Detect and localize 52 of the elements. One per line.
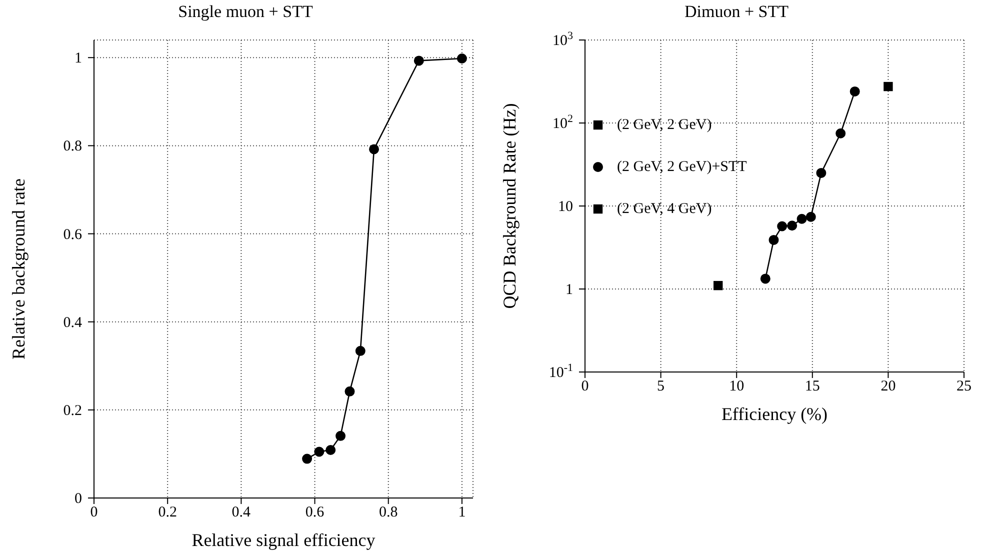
x-tick-label: 0.2 [158,504,177,521]
x-tick-label: 25 [956,378,972,395]
legend-label: (2 GeV, 4 GeV) [617,200,712,218]
point [326,445,336,455]
y-axis-title: Relative background rate [8,178,28,360]
point [806,212,816,222]
x-tick-label: 10 [729,378,744,395]
point [796,214,807,224]
point [850,86,860,96]
x-tick-label: 0 [90,504,98,521]
y-tick-label: 0.6 [63,226,82,243]
legend-label: (2 GeV, 2 GeV) [617,116,712,134]
point [355,346,366,356]
y-tick-label: 0.8 [63,138,82,155]
y-tick-label: 0.4 [63,314,82,331]
point [714,280,723,290]
x-tick-label: 0 [581,378,589,395]
y-tick-label: 0.2 [63,402,82,419]
legend-label: (2 GeV, 2 GeV)+STT [617,158,747,176]
x-tick-label: 1 [458,504,466,521]
point [302,454,312,464]
point [836,128,846,138]
y-tick-label: 10 [558,199,573,215]
y-tick-label: 0 [74,491,82,507]
point [414,56,424,66]
x-axis-title: Efficiency (%) [721,404,828,424]
x-tick-label: 20 [880,378,896,395]
point [816,168,826,178]
y-tick-label: 10$^{2}$ [552,113,573,132]
point [787,220,798,231]
chart-title: Single muon + STT [177,1,314,23]
x-axis-title: Relative signal efficiency [192,530,376,550]
x-tick-label: 0.8 [378,504,398,521]
x-tick-label: 15 [804,378,820,395]
chart-title: Dimuon + STT [683,1,790,23]
point [760,274,770,284]
point [344,386,355,396]
point [456,53,467,64]
y-axis-title: QCD Background Rate (Hz) [499,103,520,309]
y-tick-label: 1 [566,282,573,298]
x-tick-label: 0.4 [232,504,252,521]
y-tick-label: 10$^{-1}$ [548,362,573,381]
point [369,144,380,154]
x-tick-label: 5 [657,378,665,395]
point [336,430,346,441]
point [314,446,324,457]
x-tick-label: 0.6 [305,504,325,521]
point [777,221,788,232]
y-tick-label: 10$^{3}$ [552,30,574,49]
y-tick-label: 1 [74,50,82,67]
point [768,234,779,245]
point [884,82,893,92]
